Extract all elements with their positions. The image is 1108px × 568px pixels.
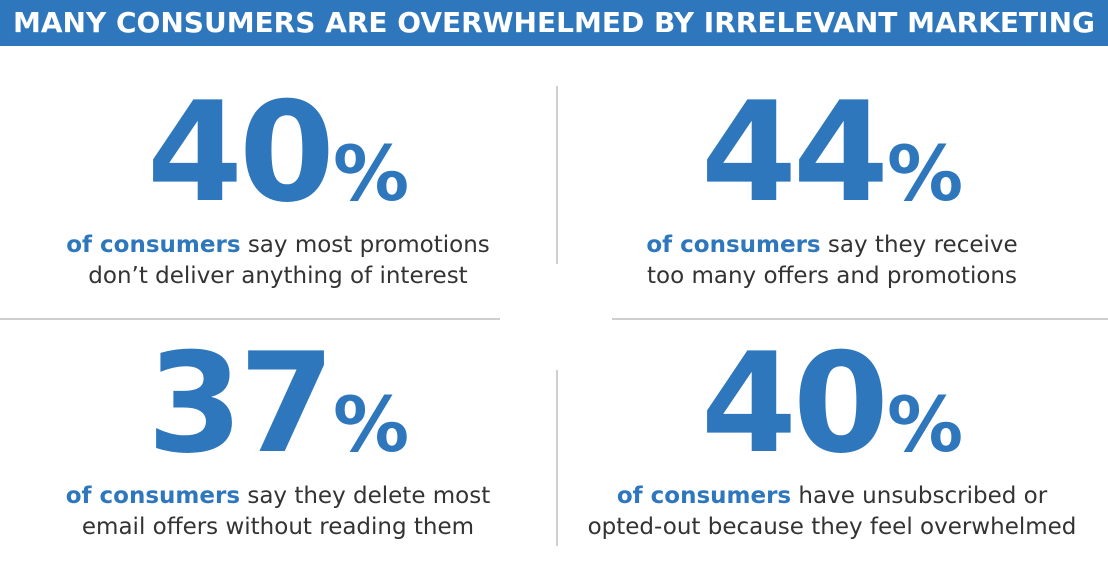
stat-description-line1: of consumers say they receive: [556, 230, 1108, 261]
stat-block-delete-unread: 37% of consumers say they delete most em…: [0, 335, 556, 543]
stat-description: of consumers have unsubscribed or opted-…: [556, 481, 1108, 543]
stat-block-unsubscribed: 40% of consumers have unsubscribed or op…: [556, 335, 1108, 543]
stat-description-line1: of consumers have unsubscribed or: [556, 481, 1108, 512]
stat-description-rest: say most promotions: [240, 232, 490, 258]
stat-highlight: of consumers: [616, 483, 792, 509]
stat-description-line2: don’t deliver anything of interest: [88, 263, 468, 289]
stat-figure: 40%: [0, 84, 556, 222]
stat-description: of consumers say they receive too many o…: [556, 230, 1108, 292]
stat-number: 44: [700, 72, 889, 233]
stat-highlight: of consumers: [66, 232, 241, 258]
stat-block-promotions-no-interest: 40% of consumers say most promotions don…: [0, 84, 556, 292]
stat-description: of consumers say most promotions don’t d…: [0, 230, 556, 292]
horizontal-divider-left: [0, 318, 500, 320]
stat-number: 40: [700, 323, 889, 484]
stat-percent-sign: %: [332, 380, 410, 469]
stat-description-rest: say they receive: [820, 232, 1018, 258]
stat-description-rest: have unsubscribed or: [791, 483, 1048, 509]
stat-figure: 37%: [0, 335, 556, 473]
stat-percent-sign: %: [332, 129, 410, 218]
stat-description: of consumers say they delete most email …: [0, 481, 556, 543]
stat-percent-sign: %: [886, 380, 964, 469]
vertical-divider-bottom: [556, 370, 558, 546]
stat-description-line2: email offers without reading them: [81, 514, 475, 540]
stat-highlight: of consumers: [646, 232, 821, 258]
page-title: MANY CONSUMERS ARE OVERWHELMED BY IRRELE…: [0, 0, 1108, 46]
stat-number: 37: [146, 323, 335, 484]
stat-description-line2: opted-out because they feel overwhelmed: [587, 514, 1077, 540]
stat-figure: 44%: [556, 84, 1108, 222]
stat-description-line2: too many offers and promotions: [646, 263, 1017, 289]
stat-description-rest: say they delete most: [240, 483, 491, 509]
stat-percent-sign: %: [886, 129, 964, 218]
stat-figure: 40%: [556, 335, 1108, 473]
stat-number: 40: [146, 72, 335, 233]
stat-description-line1: of consumers say most promotions: [0, 230, 556, 261]
stat-block-too-many-offers: 44% of consumers say they receive too ma…: [556, 84, 1108, 292]
stat-description-line1: of consumers say they delete most: [0, 481, 556, 512]
vertical-divider-top: [556, 86, 558, 264]
horizontal-divider-right: [612, 318, 1108, 320]
stat-highlight: of consumers: [65, 483, 241, 509]
